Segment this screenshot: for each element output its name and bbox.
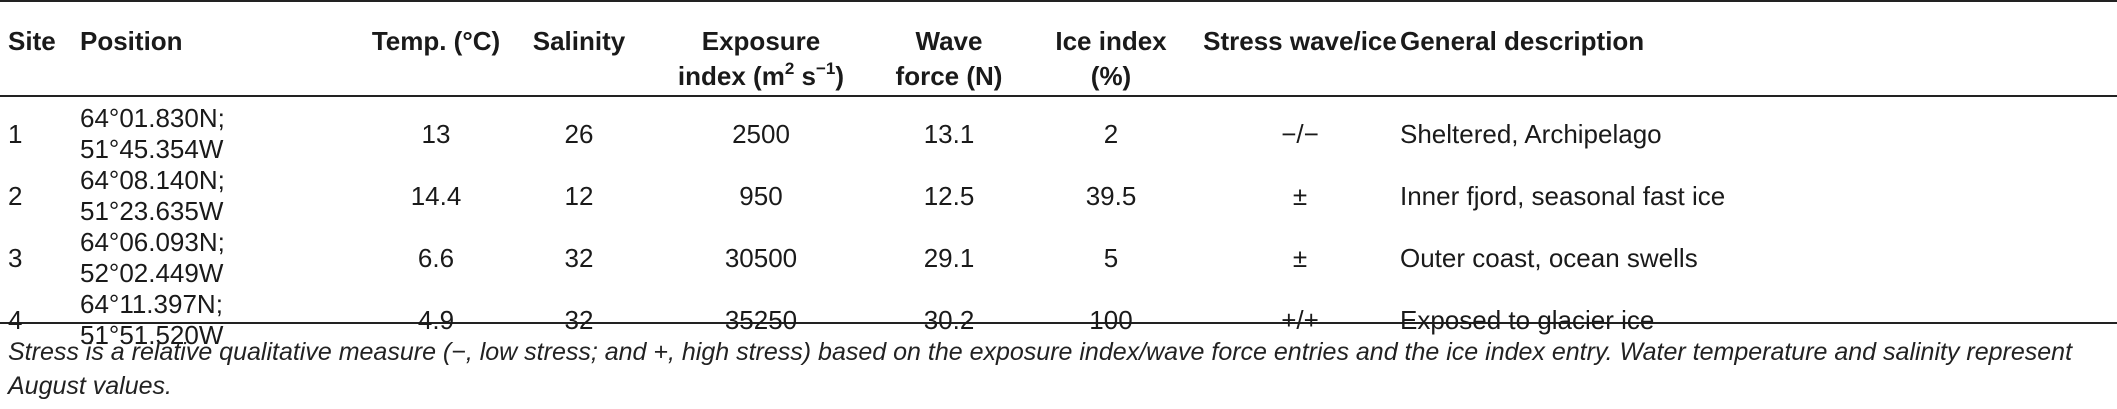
cell-position: 64°01.830N; 51°45.354W: [80, 103, 225, 164]
cell-description: Outer coast, ocean swells: [1400, 242, 1698, 273]
header-stress: Stress wave/ice: [1203, 26, 1397, 56]
cell-exposure: 35250: [724, 304, 798, 335]
cell-position: 64°08.140N; 51°23.635W: [80, 165, 225, 226]
header-exposure-index: Exposure index (m2 s−1): [646, 0, 876, 95]
cell-description: Sheltered, Archipelago: [1400, 118, 1662, 149]
cell-site: 4: [8, 304, 23, 335]
cell-wave-force: 30.2: [923, 304, 975, 335]
cell-stress: ±: [1292, 242, 1308, 273]
header-row: Site Position Temp. (°C) Salinity Exposu…: [0, 0, 2117, 95]
header-site: Site: [8, 26, 56, 56]
cell-site: 3: [8, 242, 23, 273]
cell-ice-index: 100: [1089, 304, 1133, 335]
cell-salinity: 32: [564, 242, 594, 273]
cell-temperature: 14.4: [410, 180, 462, 211]
table-row: 3 64°06.093N; 52°02.449W 6.6 32 30500 29…: [0, 227, 2117, 289]
header-temperature: Temp. (°C): [371, 26, 501, 56]
cell-ice-index: 5: [1103, 242, 1119, 273]
header-ice-index: Ice index (%): [1055, 26, 1167, 91]
cell-position: 64°11.397N; 51°51.520W: [80, 289, 224, 350]
header-exposure-units: index (m2 s−1): [677, 59, 845, 91]
cell-position: 64°06.093N; 52°02.449W: [80, 227, 225, 288]
cell-temperature: 4.9: [417, 304, 455, 335]
table-top-rule: [0, 0, 2117, 2]
header-salinity: Salinity: [532, 26, 626, 56]
table-bottom-rule: [0, 322, 2117, 324]
cell-stress: ±: [1292, 180, 1308, 211]
table-row: 2 64°08.140N; 51°23.635W 14.4 12 950 12.…: [0, 165, 2117, 227]
cell-site: 2: [8, 180, 23, 211]
cell-ice-index: 2: [1103, 118, 1119, 149]
cell-description: Exposed to glacier ice: [1400, 304, 1655, 335]
cell-site: 1: [8, 118, 23, 149]
table-row: 1 64°01.830N; 51°45.354W 13 26 2500 13.1…: [0, 95, 2117, 165]
cell-stress: +/+: [1281, 304, 1319, 335]
cell-salinity: 26: [564, 118, 594, 149]
table-footnote: Stress is a relative qualitative measure…: [8, 338, 2073, 400]
header-description: General description: [1400, 26, 1645, 56]
header-exposure-line1: Exposure: [701, 26, 821, 56]
table-row: 4 64°11.397N; 51°51.520W 4.9 32 35250 30…: [0, 289, 2117, 351]
cell-salinity: 12: [564, 180, 594, 211]
cell-exposure: 30500: [724, 242, 798, 273]
table-body: 1 64°01.830N; 51°45.354W 13 26 2500 13.1…: [0, 95, 2117, 351]
table-header: Site Position Temp. (°C) Salinity Exposu…: [0, 0, 2117, 95]
header-wave-force: Wave force (N): [895, 26, 1003, 91]
header-position: Position: [80, 26, 183, 56]
cell-ice-index: 39.5: [1085, 180, 1137, 211]
cell-exposure: 950: [739, 180, 783, 211]
table-header-rule: [0, 95, 2117, 97]
cell-wave-force: 29.1: [923, 242, 975, 273]
cell-temperature: 13: [421, 118, 451, 149]
cell-temperature: 6.6: [417, 242, 455, 273]
cell-stress: −/−: [1281, 118, 1319, 149]
cell-salinity: 32: [564, 304, 594, 335]
site-table: Site Position Temp. (°C) Salinity Exposu…: [0, 0, 2117, 351]
cell-exposure: 2500: [732, 118, 790, 149]
cell-description: Inner fjord, seasonal fast ice: [1400, 180, 1726, 211]
cell-wave-force: 13.1: [923, 118, 975, 149]
cell-wave-force: 12.5: [923, 180, 975, 211]
